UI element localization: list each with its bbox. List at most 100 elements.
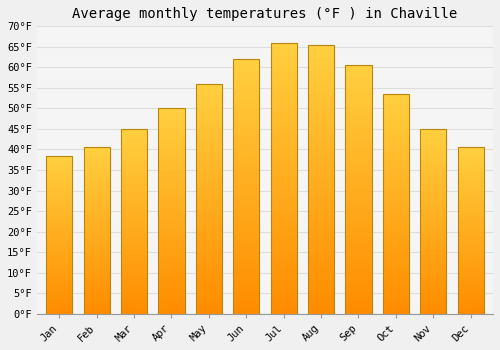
Bar [84,306,110,308]
Bar [458,311,483,314]
Bar [233,220,260,225]
Bar [346,94,372,98]
Bar [270,192,296,196]
Bar [158,132,184,136]
Bar [270,102,296,106]
Bar [270,47,296,52]
Bar [308,188,334,193]
Bar [233,97,260,102]
Bar [346,202,372,206]
Bar [121,157,147,160]
Bar [458,228,483,231]
Bar [270,92,296,97]
Bar [46,216,72,219]
Bar [382,131,409,134]
Bar [196,168,222,172]
Bar [233,301,260,305]
Bar [196,229,222,233]
Bar [420,289,446,292]
Bar [46,206,72,208]
Bar [270,251,296,255]
Bar [158,283,184,286]
Bar [382,138,409,142]
Bar [346,272,372,276]
Bar [233,148,260,153]
Bar [46,293,72,295]
Bar [46,214,72,216]
Bar [233,284,260,288]
Bar [196,111,222,114]
Bar [121,135,147,138]
Bar [233,153,260,157]
Bar [420,169,446,172]
Bar [46,269,72,272]
Bar [308,117,334,121]
Bar [346,90,372,94]
Bar [158,163,184,167]
Bar [308,148,334,152]
Bar [121,166,147,169]
Bar [158,256,184,259]
Bar [196,302,222,306]
Bar [420,265,446,267]
Bar [270,273,296,278]
Bar [308,80,334,85]
Bar [84,225,110,228]
Bar [420,157,446,160]
Bar [158,252,184,256]
Bar [196,84,222,314]
Bar [121,283,147,286]
Bar [84,311,110,314]
Bar [458,270,483,272]
Bar [233,140,260,144]
Bar [346,127,372,132]
Bar [158,293,184,296]
Bar [308,85,334,90]
Bar [458,236,483,239]
Bar [458,308,483,311]
Bar [420,308,446,310]
Bar [158,108,184,314]
Bar [420,274,446,277]
Bar [458,205,483,208]
Bar [84,189,110,192]
Bar [46,248,72,251]
Bar [270,65,296,70]
Bar [346,239,372,243]
Bar [233,195,260,199]
Bar [84,153,110,156]
Bar [46,156,72,314]
Bar [121,181,147,184]
Bar [458,178,483,181]
Bar [233,288,260,293]
Bar [382,167,409,171]
Bar [158,139,184,142]
Bar [196,156,222,160]
Bar [420,237,446,240]
Bar [420,310,446,314]
Bar [270,106,296,111]
Bar [382,102,409,105]
Bar [458,197,483,200]
Bar [270,147,296,151]
Bar [308,278,334,282]
Bar [158,228,184,232]
Bar [458,231,483,233]
Bar [121,172,147,175]
Bar [121,194,147,197]
Bar [420,203,446,206]
Bar [270,223,296,228]
Bar [346,173,372,177]
Bar [46,182,72,184]
Bar [84,150,110,153]
Bar [458,192,483,195]
Bar [233,191,260,195]
Bar [382,142,409,145]
Bar [382,123,409,127]
Bar [233,178,260,182]
Bar [420,188,446,190]
Bar [233,203,260,208]
Bar [308,76,334,80]
Bar [382,237,409,240]
Bar [46,234,72,237]
